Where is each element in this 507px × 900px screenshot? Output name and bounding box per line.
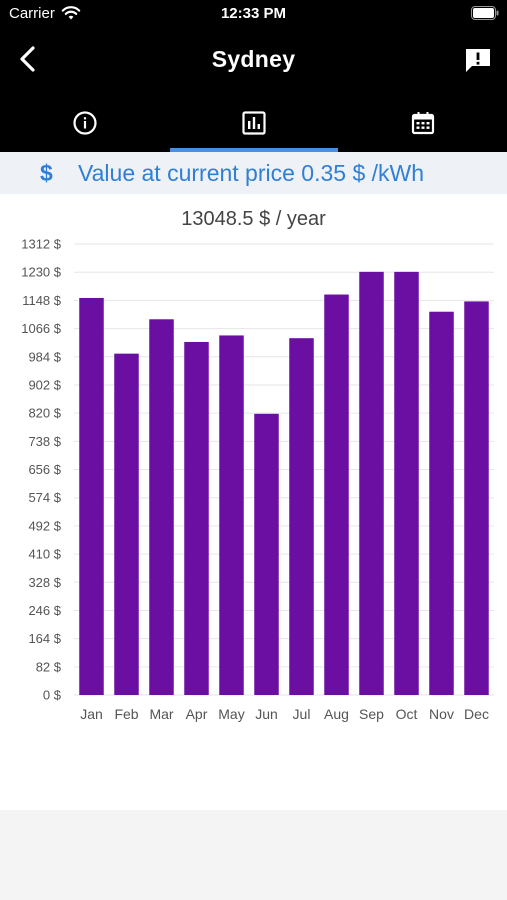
bar-aug (324, 294, 349, 695)
price-banner-text: Value at current price 0.35 $ /kWh (78, 160, 425, 186)
carrier-label: Carrier (9, 5, 55, 22)
x-tick-label: Jun (255, 706, 278, 722)
status-time: 12:33 PM (220, 5, 287, 22)
dollar-icon: $ (40, 160, 53, 186)
x-tick-label: Sep (359, 706, 384, 722)
bar-dec (464, 301, 489, 695)
bar-jul (289, 338, 314, 695)
y-tick-label: 246 $ (28, 603, 61, 618)
tab-bar (0, 98, 507, 152)
x-tick-label: Apr (186, 706, 208, 722)
x-tick-label: Feb (114, 706, 138, 722)
y-tick-label: 164 $ (28, 631, 61, 646)
bar-feb (114, 353, 139, 695)
battery-icon (471, 6, 499, 20)
feedback-icon[interactable] (463, 45, 493, 75)
x-tick-label: May (218, 706, 244, 722)
bar-jun (254, 413, 279, 695)
bar-apr (184, 341, 209, 695)
x-tick-label: Jul (293, 706, 311, 722)
x-tick-label: Mar (149, 706, 173, 722)
y-tick-label: 574 $ (28, 490, 61, 505)
x-tick-label: Dec (464, 706, 489, 722)
y-tick-label: 656 $ (28, 462, 61, 477)
wifi-icon (61, 6, 81, 20)
x-tick-label: Aug (324, 706, 349, 722)
active-tab-indicator (170, 148, 338, 152)
calendar-icon (411, 112, 435, 135)
y-tick-label: 82 $ (36, 659, 62, 674)
monthly-value-bar-chart: 0 $ 82 $ 164 $ 246 $ 328 $ 410 $ 492 $ 574 $ 656… (21, 237, 494, 722)
x-tick-label: Oct (396, 706, 418, 722)
y-tick-label: 1230 $ (21, 265, 62, 280)
x-tick-label: Nov (429, 706, 454, 722)
bar-chart-icon (242, 111, 266, 135)
x-tick-label: Jan (80, 706, 103, 722)
y-tick-label: 1312 $ (21, 237, 62, 252)
price-banner: $ Value at current price 0.35 $ /kWh (0, 152, 507, 194)
bar-sep (359, 271, 384, 695)
tab-info[interactable] (0, 98, 169, 152)
tab-calendar[interactable] (338, 98, 507, 152)
back-button[interactable] (14, 44, 44, 74)
y-tick-label: 1148 $ (22, 293, 62, 308)
y-tick-label: 1066 $ (21, 321, 62, 336)
tab-chart[interactable] (169, 98, 338, 152)
status-bar: Carrier 12:33 PM (0, 0, 507, 30)
info-icon (73, 111, 97, 135)
bar-oct (394, 271, 419, 695)
y-tick-label: 0 $ (43, 688, 62, 703)
app-header: Carrier 12:33 PM Sydney (0, 0, 507, 152)
y-tick-label: 492 $ (28, 518, 61, 533)
y-tick-label: 738 $ (28, 434, 61, 449)
bar-jan (79, 297, 104, 695)
y-tick-label: 902 $ (28, 377, 61, 392)
bar-mar (149, 319, 174, 695)
bar-may (219, 335, 244, 695)
chart-title: 13048.5 $ / year (181, 208, 326, 230)
y-tick-label: 328 $ (28, 575, 61, 590)
page-title: Sydney (211, 46, 296, 72)
bar-nov (429, 311, 454, 695)
y-tick-label: 820 $ (28, 406, 61, 421)
y-tick-label: 984 $ (28, 349, 61, 364)
y-tick-label: 410 $ (28, 547, 61, 562)
